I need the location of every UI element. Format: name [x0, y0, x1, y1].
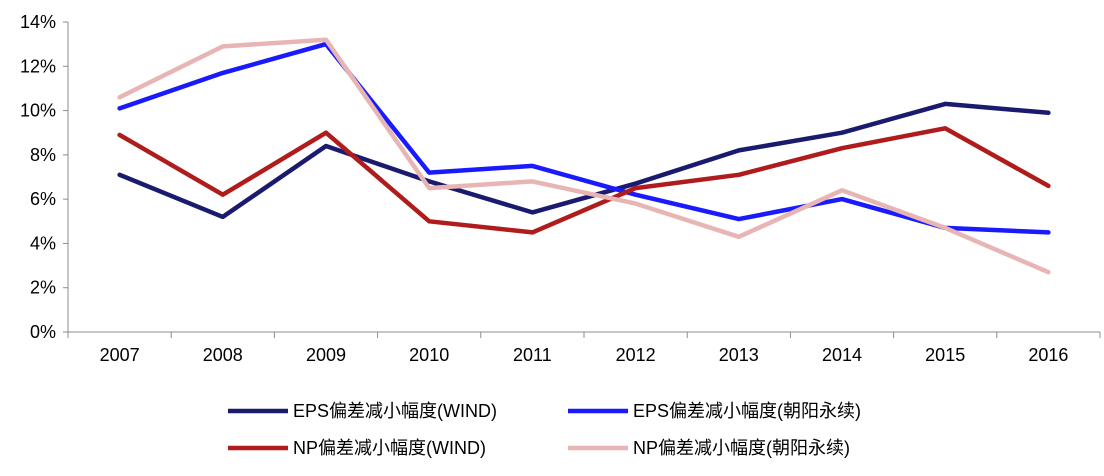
x-tick-label: 2011 [513, 345, 552, 365]
x-tick-label: 2009 [306, 345, 346, 365]
series-line-1 [117, 101, 1051, 220]
y-tick-label: 2% [30, 278, 56, 298]
x-tick-label: 2012 [616, 345, 656, 365]
axes: 0% 2% 4% 6% 8% 10% 12% 14% 2007 2008 2009 2010 2011 2… [20, 12, 1101, 365]
series-lines [117, 37, 1051, 275]
series-line-4 [117, 37, 1051, 275]
y-tick-label: 0% [30, 322, 56, 342]
y-tick-label: 8% [30, 145, 56, 165]
y-tick-label: 10% [20, 101, 56, 121]
x-tick-label: 2015 [925, 345, 965, 365]
legend-item: EPS偏差减小幅度(WIND) [228, 401, 497, 421]
x-tick-label: 2008 [203, 345, 243, 365]
y-tick-label: 14% [20, 12, 56, 32]
legend-label: NP偏差减小幅度(朝阳永续) [633, 438, 850, 458]
y-tick-label: 4% [30, 233, 56, 253]
x-tick-label: 2013 [719, 345, 759, 365]
legend-item: NP偏差减小幅度(朝阳永续) [568, 438, 850, 458]
x-tick-label: 2007 [100, 345, 140, 365]
x-tick-label: 2014 [822, 345, 862, 365]
y-tick-label: 6% [30, 189, 56, 209]
y-tick-label: 12% [20, 56, 56, 76]
series-line-3 [117, 126, 1051, 235]
legend-item: NP偏差减小幅度(WIND) [228, 438, 486, 458]
series-line-2 [117, 41, 1051, 235]
legend-label: EPS偏差减小幅度(WIND) [293, 401, 497, 421]
x-tick-label: 2010 [409, 345, 449, 365]
legend-item: EPS偏差减小幅度(朝阳永续) [568, 401, 861, 421]
x-tick-label: 2016 [1028, 345, 1068, 365]
legend-label: EPS偏差减小幅度(朝阳永续) [633, 401, 861, 421]
legend: EPS偏差减小幅度(WIND) EPS偏差减小幅度(朝阳永续) NP偏差减小幅度(W… [228, 401, 861, 458]
legend-label: NP偏差减小幅度(WIND) [293, 438, 486, 458]
